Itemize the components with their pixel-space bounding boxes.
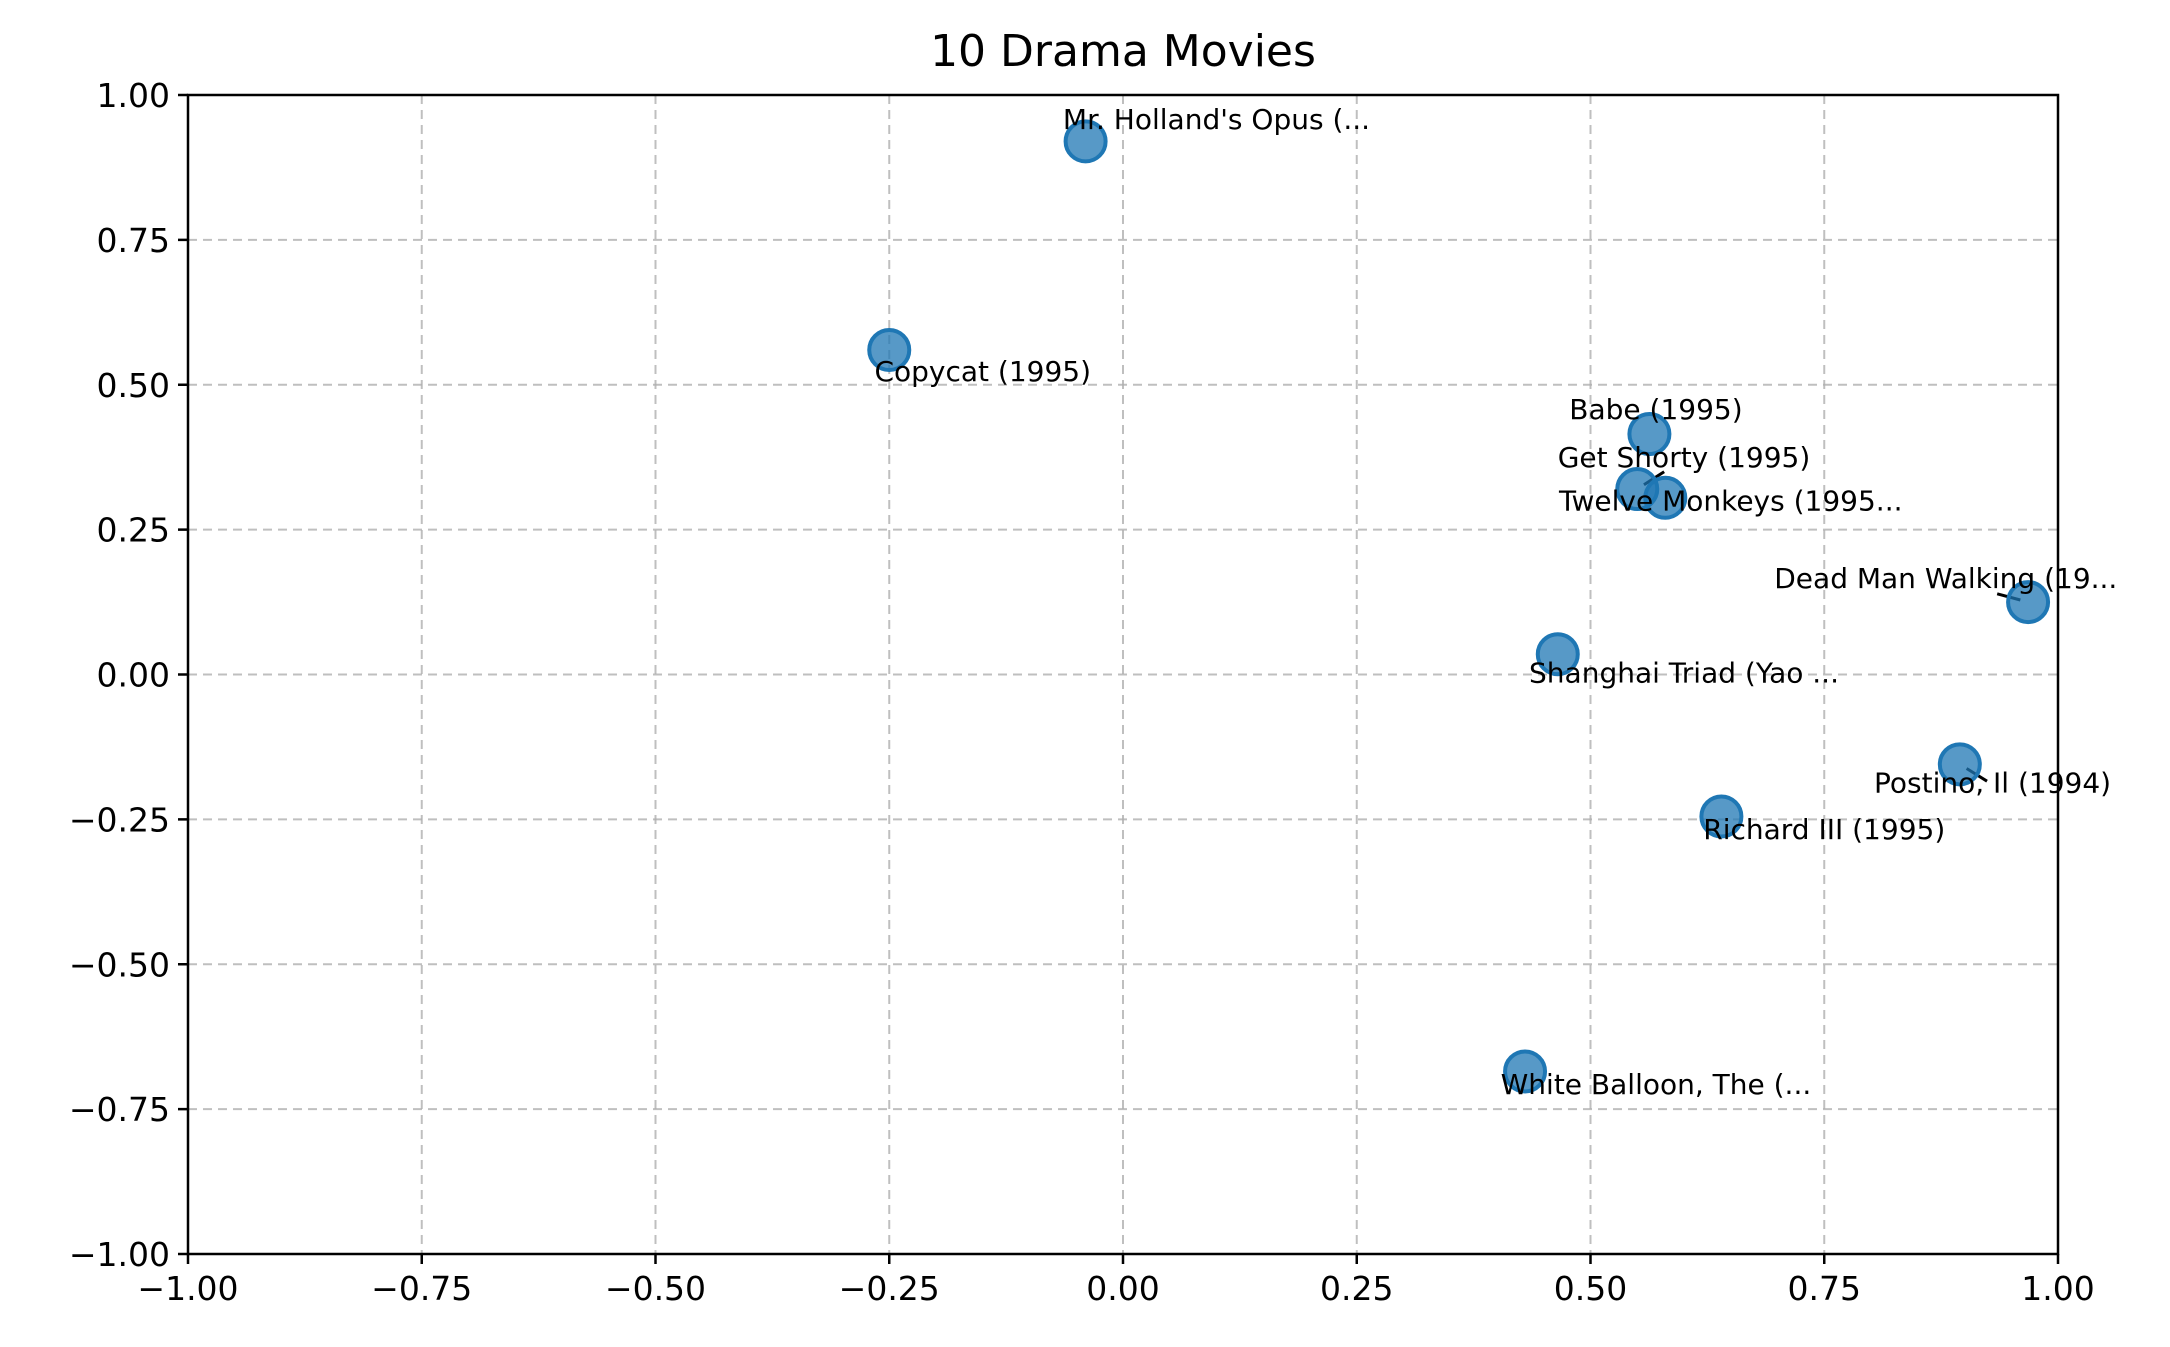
point-label: Shanghai Triad (Yao ... xyxy=(1529,657,1839,690)
y-tick-label: 0.25 xyxy=(97,511,170,550)
y-tick-label: 0.75 xyxy=(97,221,170,260)
data-point xyxy=(1699,794,1744,839)
data-point xyxy=(867,327,912,372)
data-point xyxy=(1627,412,1672,457)
data-points xyxy=(867,119,2051,1094)
y-tick-label: 0.50 xyxy=(97,366,170,405)
y-tick-label: 0.00 xyxy=(97,656,170,695)
data-point xyxy=(1503,1049,1548,1094)
x-tick-label: 0.75 xyxy=(1788,1269,1861,1308)
point-label: Dead Man Walking (19... xyxy=(1774,562,2117,595)
point-labels: Mr. Holland's Opus (... Copycat (1995) Bab… xyxy=(874,103,2117,1101)
point-label: Copycat (1995) xyxy=(874,355,1091,388)
x-tick-label: 0.00 xyxy=(1086,1269,1159,1308)
y-tick-label: −0.75 xyxy=(69,1090,170,1129)
x-tick-label: −0.75 xyxy=(371,1269,472,1308)
data-point xyxy=(2006,580,2051,625)
y-tick-label: −0.25 xyxy=(69,800,170,839)
x-tick-label: 0.50 xyxy=(1554,1269,1627,1308)
y-tick-label: −1.00 xyxy=(69,1235,170,1274)
point-label: Twelve Monkeys (1995... xyxy=(1558,484,1903,517)
y-tick-label: −0.50 xyxy=(69,945,170,984)
x-tick-label: −1.00 xyxy=(137,1269,238,1308)
x-tick-label: −0.50 xyxy=(605,1269,706,1308)
leader-lines xyxy=(1643,470,2021,783)
data-point xyxy=(1643,475,1688,520)
data-point xyxy=(1063,119,1108,164)
data-point xyxy=(1937,742,1982,787)
point-label: White Balloon, The (... xyxy=(1501,1068,1812,1101)
data-point xyxy=(1535,632,1580,677)
point-label: Mr. Holland's Opus (... xyxy=(1063,103,1370,136)
axis-ticks xyxy=(178,93,2060,1264)
y-tick-label: 1.00 xyxy=(97,76,170,115)
x-tick-label: −0.25 xyxy=(839,1269,940,1308)
x-tick-label: 1.00 xyxy=(2021,1269,2094,1308)
point-label: Get Shorty (1995) xyxy=(1558,441,1811,474)
chart-title: 10 Drama Movies xyxy=(930,26,1316,77)
x-tick-label: 0.25 xyxy=(1320,1269,1393,1308)
point-label: Babe (1995) xyxy=(1569,393,1742,426)
axis-tick-labels: −1.00 −0.75 −0.50 −0.25 0.00 0.25 0.50 0.75 1.00… xyxy=(69,76,2095,1308)
point-label: Postino, Il (1994) xyxy=(1874,767,2111,800)
point-label: Richard III (1995) xyxy=(1703,813,1945,846)
